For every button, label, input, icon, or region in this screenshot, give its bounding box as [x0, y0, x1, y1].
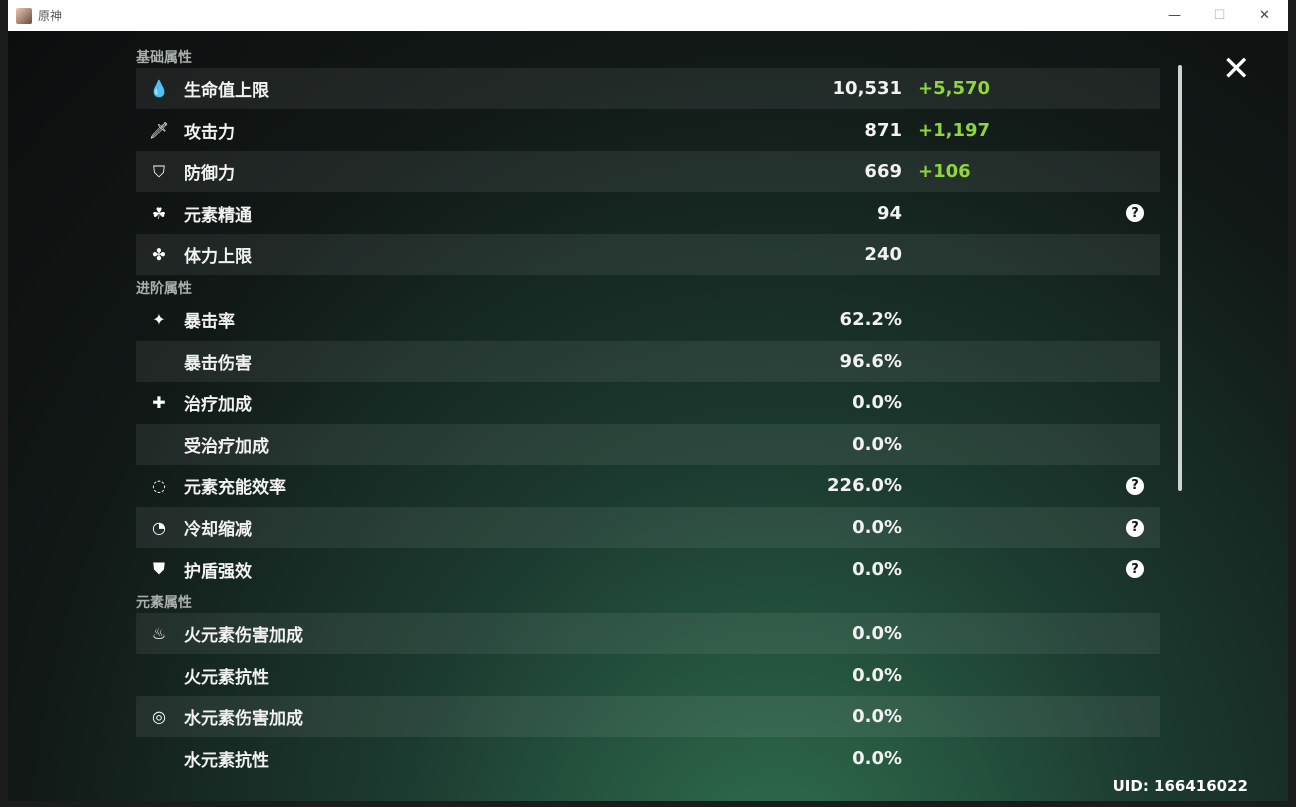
stat-label: 治疗加成	[184, 395, 252, 416]
maximize-button[interactable]: ☐	[1213, 8, 1226, 23]
help-icon[interactable]: ?	[1126, 476, 1144, 495]
stat-label: 元素充能效率	[184, 478, 286, 499]
help-icon[interactable]: ?	[1126, 204, 1144, 223]
hp-drop-icon: 💧	[149, 79, 169, 98]
stat-row: ♨ 火元素伤害加成 0.0%	[136, 613, 1160, 655]
window-title: 原神	[38, 9, 63, 23]
crit-rate-icon: ✦	[152, 310, 166, 329]
cooldown-icon: ◔	[152, 518, 166, 537]
stat-label: 攻击力	[184, 122, 235, 143]
stat-value: 0.0%	[852, 706, 902, 728]
stat-row: ⛊ 护盾强效 0.0%?	[136, 549, 1160, 590]
stat-value: 10,531	[832, 78, 902, 99]
section-title: 进阶属性	[136, 281, 192, 297]
stat-row: ◔ 冷却缩减 0.0%?	[136, 507, 1160, 548]
stat-label: 生命值上限	[184, 81, 269, 101]
pyro-icon: ♨	[151, 624, 167, 644]
stat-bonus: +5,570	[918, 78, 991, 99]
stat-value: 226.0%	[827, 475, 902, 497]
stat-label: 元素精通	[184, 205, 252, 226]
stat-label: 暴击率	[184, 312, 235, 332]
section-title: 元素属性	[136, 595, 192, 612]
stat-value: 0.0%	[852, 517, 902, 538]
elemental-mastery-icon: ☘	[151, 203, 167, 223]
energy-recharge-icon: ◌	[152, 476, 166, 496]
stamina-icon: ✤	[152, 245, 166, 265]
stat-value: 94	[876, 202, 902, 224]
stat-value: 0.0%	[852, 392, 902, 414]
stat-value: 871	[864, 119, 902, 141]
stat-row: ◎ 水元素伤害加成 0.0%	[136, 696, 1160, 738]
stat-row: ✦ 暴击率 62.2%	[136, 299, 1160, 340]
section-title: 基础属性	[136, 50, 192, 66]
stat-value: 0.0%	[852, 558, 902, 580]
stat-label: 护盾强效	[184, 561, 252, 582]
close-window-button[interactable]: ✕	[1259, 8, 1270, 23]
uid-label: UID: 166416022	[1112, 777, 1248, 795]
shield-strength-icon: ⛊	[152, 559, 165, 579]
stat-bonus: +1,197	[918, 119, 991, 141]
help-icon[interactable]: ?	[1126, 518, 1144, 537]
stat-row: ☘ 元素精通 94?	[136, 193, 1160, 234]
stat-label: 受治疗加成	[184, 436, 269, 457]
attributes-panel: ✕ UID: 166416022 基础属性 💧 生命值上限 10,531 +5,570 🗡…	[8, 31, 1288, 801]
minimize-button[interactable]: —	[1168, 8, 1181, 23]
stat-value: 669	[864, 161, 902, 183]
stat-row: ⛉ 防御力 669 +106	[136, 151, 1160, 193]
stat-row: 水元素抗性 0.0%	[136, 738, 1160, 779]
stat-value: 96.6%	[839, 350, 902, 372]
stat-value: 0.0%	[852, 748, 902, 769]
hydro-icon: ◎	[152, 707, 166, 727]
stat-row: 暴击伤害 96.6%	[136, 340, 1160, 382]
app-icon	[16, 7, 32, 24]
stat-label: 火元素伤害加成	[184, 626, 303, 647]
healing-plus-icon: ✚	[152, 393, 166, 413]
stat-label: 火元素抗性	[184, 667, 269, 688]
stat-value: 240	[864, 244, 902, 266]
stat-label: 体力上限	[184, 247, 252, 268]
stat-row: 🗡 攻击力 871 +1,197	[136, 110, 1160, 151]
stat-bonus: +106	[918, 161, 971, 183]
stat-label: 水元素伤害加成	[184, 709, 303, 730]
title-bar: 原神 — ☐ ✕	[8, 0, 1288, 31]
stat-row: ✤ 体力上限 240	[136, 234, 1160, 276]
stat-label: 冷却缩减	[184, 520, 252, 540]
stat-label: 暴击伤害	[184, 353, 252, 374]
stat-label: 水元素抗性	[184, 751, 269, 771]
stat-value: 0.0%	[852, 433, 902, 455]
stat-row: 火元素抗性 0.0%	[136, 655, 1160, 696]
scrollbar[interactable]	[1178, 65, 1182, 491]
stat-value: 0.0%	[852, 623, 902, 645]
stat-row: 受治疗加成 0.0%	[136, 423, 1160, 465]
stat-row: ✚ 治疗加成 0.0%	[136, 382, 1160, 423]
shield-icon: ⛉	[152, 161, 165, 181]
stat-row: ◌ 元素充能效率 226.0%?	[136, 465, 1160, 506]
stat-label: 防御力	[184, 164, 235, 185]
sword-icon: 🗡	[148, 120, 170, 140]
help-icon[interactable]: ?	[1126, 560, 1144, 579]
close-icon[interactable]: ✕	[1222, 49, 1251, 89]
stat-value: 0.0%	[852, 664, 902, 686]
stat-row: 💧 生命值上限 10,531 +5,570	[136, 68, 1160, 109]
stat-value: 62.2%	[839, 309, 902, 330]
